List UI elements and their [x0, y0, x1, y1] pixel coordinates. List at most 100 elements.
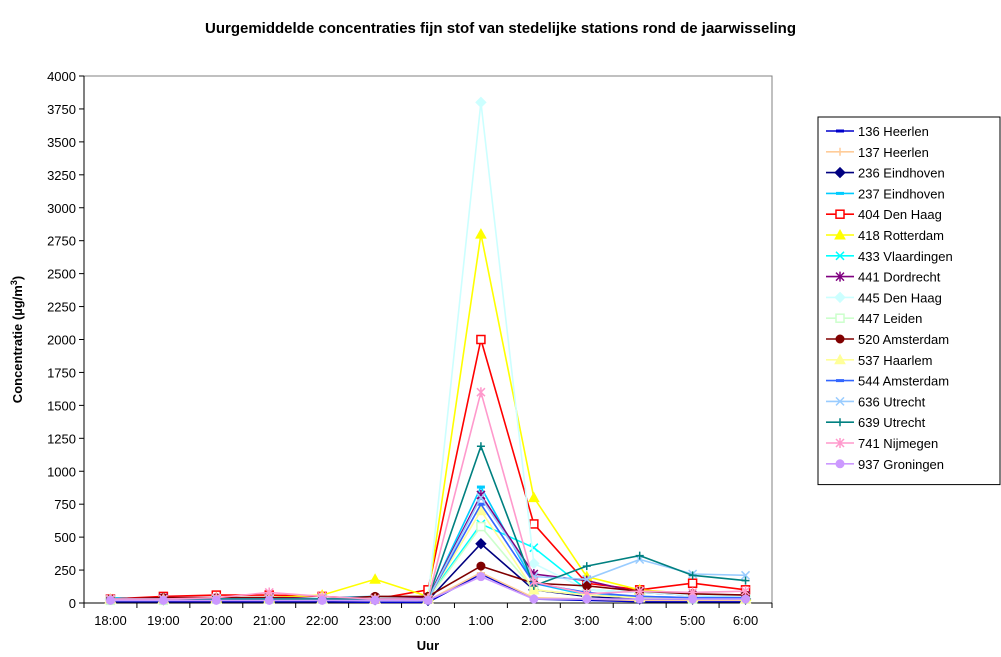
legend-box [817, 116, 1001, 486]
legend-label: 636 Utrecht [858, 394, 926, 409]
series-line [110, 485, 746, 600]
y-tick-label: 4000 [47, 69, 76, 84]
legend-item: 937 Groningen [826, 457, 944, 472]
legend-label: 137 Heerlen [858, 145, 929, 160]
x-tick-label: 4:00 [627, 613, 652, 628]
y-tick-label: 1000 [47, 464, 76, 479]
data-point [264, 587, 274, 598]
data-point [370, 595, 380, 605]
legend-item: 236 Eindhoven [826, 166, 945, 181]
data-point [476, 334, 486, 345]
x-tick-label: 21:00 [253, 613, 286, 628]
legend-item: 418 Rotterdam [826, 228, 944, 243]
data-point [688, 594, 698, 604]
x-tick-label: 2:00 [521, 613, 546, 628]
legend-label: 937 Groningen [858, 457, 944, 472]
data-point [475, 228, 487, 239]
x-tick-label: 0:00 [415, 613, 440, 628]
data-point [582, 594, 592, 604]
y-tick-label: 1750 [47, 365, 76, 380]
legend-label: 433 Vlaardingen [858, 249, 953, 264]
legend: 136 Heerlen 137 Heerlen 236 Eindhoven 237 E… [817, 116, 1001, 486]
legend-swatch-marker [836, 129, 844, 133]
data-point [264, 595, 274, 605]
y-tick-label: 500 [54, 530, 76, 545]
legend-label: 537 Haarlem [858, 353, 932, 368]
legend-item: 136 Heerlen [826, 124, 929, 139]
data-point [741, 594, 751, 604]
data-point [635, 551, 644, 560]
x-tick-label: 6:00 [733, 613, 758, 628]
data-point [476, 561, 486, 571]
y-tick-label: 1500 [47, 398, 76, 413]
data-point [211, 595, 221, 605]
x-tick-label: 23:00 [359, 613, 392, 628]
series-16 [105, 572, 751, 605]
legend-swatch-marker [835, 251, 845, 261]
legend-item: 433 Vlaardingen [826, 249, 953, 264]
legend-item: 441 Dordrecht [826, 270, 941, 285]
axes: 0 250 500 750 1000 1250 1500 1750 2000 2250 2500 27… [9, 69, 773, 653]
legend-item: 544 Amsterdam [826, 374, 949, 389]
data-point [475, 96, 487, 109]
legend-label: 544 Amsterdam [858, 374, 949, 389]
series-line [110, 502, 746, 600]
legend-swatch-marker [836, 379, 844, 383]
legend-item: 639 Utrecht [826, 415, 926, 430]
data-point [476, 493, 486, 503]
legend-item: 520 Amsterdam [826, 332, 949, 347]
legend-swatch-marker [835, 313, 845, 323]
x-tick-label: 22:00 [306, 613, 339, 628]
data-point [476, 387, 486, 398]
series-layer [104, 96, 752, 607]
data-point [476, 442, 485, 451]
legend-label: 447 Leiden [858, 311, 922, 326]
legend-label: 236 Eindhoven [858, 166, 945, 181]
series-5 [104, 228, 752, 604]
series-8 [104, 96, 752, 605]
y-tick-label: 3500 [47, 135, 76, 150]
legend-swatch-marker [835, 334, 845, 344]
data-point [158, 595, 168, 605]
series-line [110, 233, 746, 600]
legend-swatch-marker [834, 166, 846, 179]
legend-swatch-marker [836, 191, 844, 195]
y-tick-label: 3000 [47, 201, 76, 216]
x-tick-label: 1:00 [468, 613, 493, 628]
data-point [635, 586, 645, 597]
legend-label: 441 Dordrecht [858, 270, 941, 285]
y-tick-label: 3750 [47, 102, 76, 117]
data-point [741, 576, 750, 585]
legend-swatch-marker [836, 418, 844, 427]
legend-swatch-marker [835, 459, 845, 469]
data-point [529, 519, 539, 529]
y-tick-label: 2500 [47, 267, 76, 282]
legend-label: 418 Rotterdam [858, 228, 944, 243]
series-line [110, 493, 746, 600]
y-tick-label: 2250 [47, 300, 76, 315]
data-point [529, 594, 539, 604]
legend-label: 136 Heerlen [858, 124, 929, 139]
data-point [688, 571, 697, 580]
y-tick-label: 750 [54, 497, 76, 512]
legend-label: 445 Den Haag [858, 290, 942, 305]
legend-label: 741 Nijmegen [858, 436, 938, 451]
x-tick-label: 19:00 [147, 613, 180, 628]
chart-title: Uurgemiddelde concentraties fijn stof va… [205, 20, 796, 37]
legend-swatch-marker [834, 291, 846, 304]
legend-swatch-marker [835, 396, 845, 406]
series-line [110, 443, 746, 600]
legend-label: 639 Utrecht [858, 415, 926, 430]
y-tick-label: 2000 [47, 333, 76, 348]
legend-label: 520 Amsterdam [858, 332, 949, 347]
legend-item: 447 Leiden [826, 311, 922, 326]
y-tick-label: 3250 [47, 168, 76, 183]
series-15 [105, 387, 751, 605]
data-point [635, 594, 645, 604]
legend-item: 445 Den Haag [826, 290, 942, 305]
legend-label: 404 Den Haag [858, 207, 942, 222]
legend-item: 636 Utrecht [826, 394, 926, 409]
y-tick-label: 0 [69, 596, 76, 611]
legend-item: 404 Den Haag [826, 207, 942, 222]
data-point [423, 595, 433, 605]
